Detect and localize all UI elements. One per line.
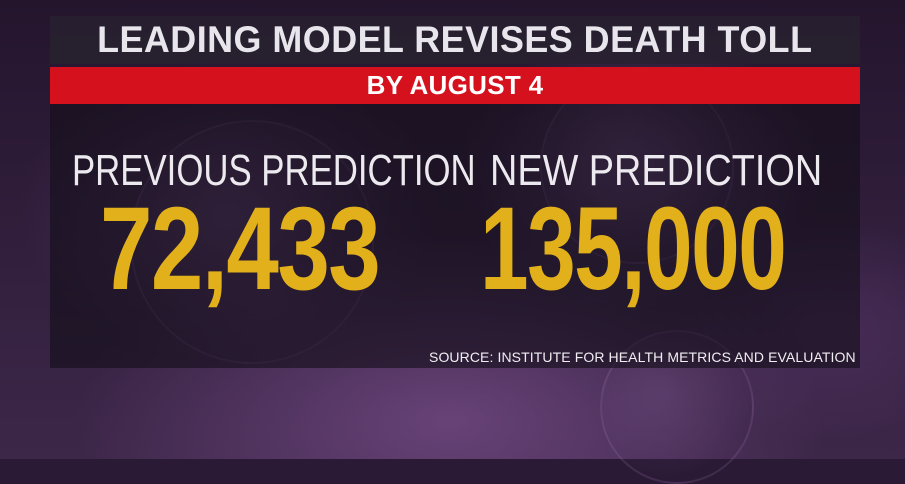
headline-bar: LEADING MODEL REVISES DEATH TOLL xyxy=(50,16,860,64)
subtitle-banner: BY AUGUST 4 xyxy=(50,67,860,104)
previous-prediction-label: PREVIOUS PREDICTION xyxy=(72,146,476,195)
subtitle-text: BY AUGUST 4 xyxy=(366,70,544,100)
previous-prediction-value: 72,433 xyxy=(100,183,381,315)
source-credit: SOURCE: INSTITUTE FOR HEALTH METRICS AND… xyxy=(429,349,856,365)
headline-title: LEADING MODEL REVISES DEATH TOLL xyxy=(97,19,813,60)
new-prediction-value: 135,000 xyxy=(480,183,787,315)
content-panel xyxy=(50,104,860,368)
new-prediction-label: NEW PREDICTION xyxy=(490,146,823,195)
